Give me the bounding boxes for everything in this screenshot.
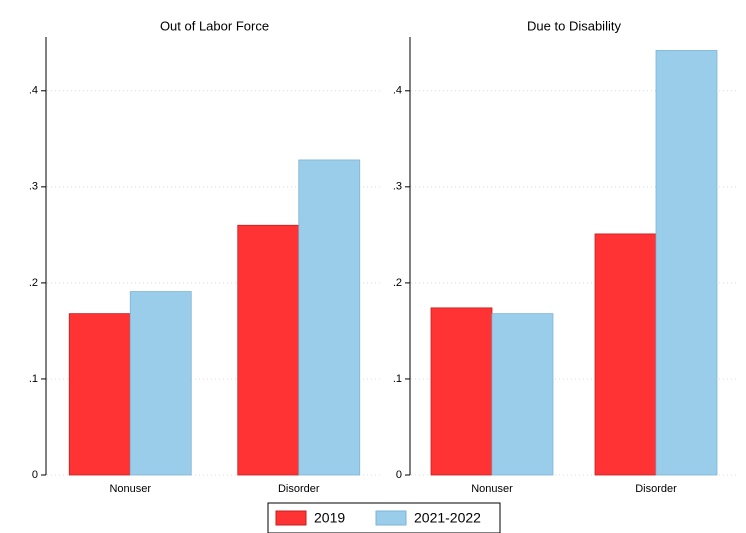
bar xyxy=(491,313,554,476)
bar xyxy=(430,307,493,476)
y-tick-label: .1 xyxy=(29,373,38,385)
bar xyxy=(129,291,192,476)
x-tick-label: Nonuser xyxy=(109,483,151,495)
y-tick-label: .4 xyxy=(29,85,38,97)
y-tick-label: .1 xyxy=(393,373,402,385)
bar xyxy=(655,50,718,476)
legend-swatch xyxy=(375,510,407,526)
x-tick-label: Disorder xyxy=(278,483,320,495)
y-tick-label: 0 xyxy=(396,469,402,481)
y-tick-label: .2 xyxy=(29,277,38,289)
bar xyxy=(68,313,131,476)
legend-swatch xyxy=(275,510,307,526)
panel-title: Out of Labor Force xyxy=(160,18,269,33)
x-tick-label: Nonuser xyxy=(471,483,513,495)
x-tick-label: Disorder xyxy=(635,483,677,495)
y-tick-label: .2 xyxy=(393,277,402,289)
bar xyxy=(298,159,361,476)
bar xyxy=(594,233,657,476)
y-tick-label: .3 xyxy=(29,181,38,193)
legend-label: 2021-2022 xyxy=(414,510,481,526)
bar xyxy=(237,224,300,476)
y-tick-label: 0 xyxy=(32,469,38,481)
legend-label: 2019 xyxy=(314,510,345,526)
y-tick-label: .3 xyxy=(393,181,402,193)
panel-title: Due to Disability xyxy=(527,18,621,33)
y-tick-label: .4 xyxy=(393,85,402,97)
